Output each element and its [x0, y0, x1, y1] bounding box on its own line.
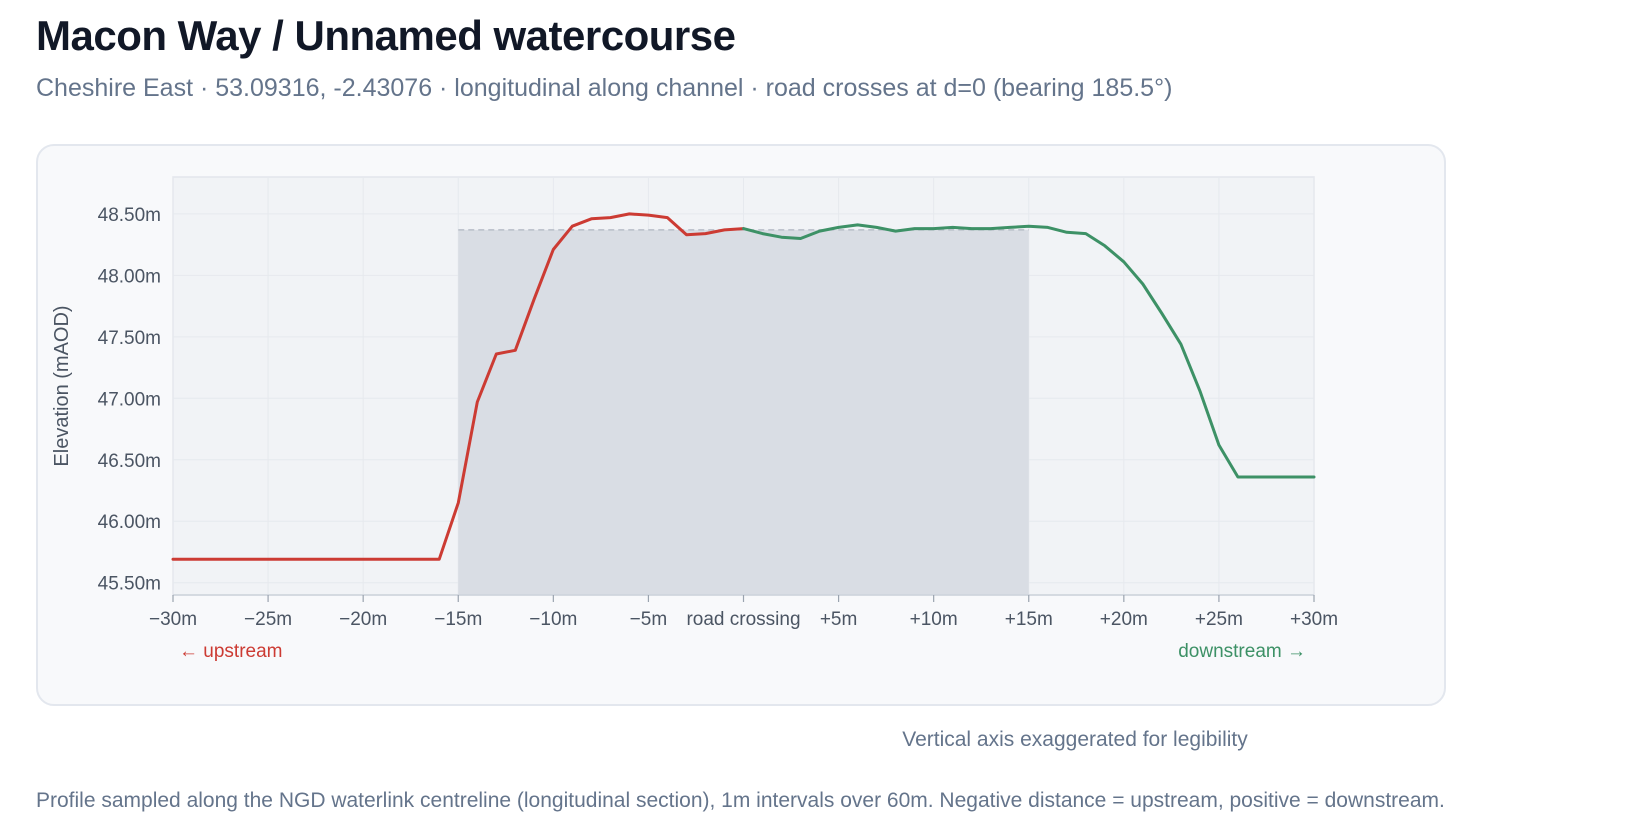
y-axis-label: Elevation (mAOD) — [51, 305, 73, 466]
y-tick-label: 48.50m — [98, 205, 161, 226]
x-tick-label: −25m — [244, 609, 292, 630]
x-tick-label: −10m — [529, 609, 577, 630]
x-tick-label: +25m — [1195, 609, 1243, 630]
x-tick-label: −20m — [339, 609, 387, 630]
y-tick-label: 47.50m — [98, 328, 161, 349]
downstream-series-line — [742, 223, 1316, 479]
x-tick-label: +5m — [820, 609, 858, 630]
x-tick-label: −30m — [149, 609, 197, 630]
exaggeration-note: Vertical axis exaggerated for legibility — [902, 728, 1248, 751]
y-tick-label: 47.00m — [98, 389, 161, 410]
axes: −30m −25m −20m −15m −10m −5m road crossing +5m +… — [98, 205, 1338, 630]
x-tick-label: road crossing — [686, 609, 800, 630]
footer-note: Profile sampled along the NGD waterlink … — [36, 789, 1445, 812]
page-subtitle: Cheshire East · 53.09316, -2.43076 · lon… — [36, 74, 1173, 102]
downstream-label: downstream → — [1178, 641, 1306, 662]
x-tick-label: −15m — [434, 609, 482, 630]
x-tick-label: +10m — [910, 609, 958, 630]
y-tick-label: 46.50m — [98, 451, 161, 472]
x-tick-label: +15m — [1005, 609, 1053, 630]
y-tick-label: 46.00m — [98, 512, 161, 533]
x-tick-label: +30m — [1290, 609, 1338, 630]
upstream-label: ← upstream — [179, 641, 282, 662]
y-tick-label: 45.50m — [98, 574, 161, 595]
y-tick-label: 48.00m — [98, 266, 161, 287]
x-tick-label: −5m — [630, 609, 668, 630]
series-lines — [171, 212, 1316, 561]
page-title: Macon Way / Unnamed watercourse — [36, 12, 736, 59]
x-tick-label: +20m — [1100, 609, 1148, 630]
upstream-series-line — [171, 212, 745, 561]
road-band — [458, 229, 1029, 596]
